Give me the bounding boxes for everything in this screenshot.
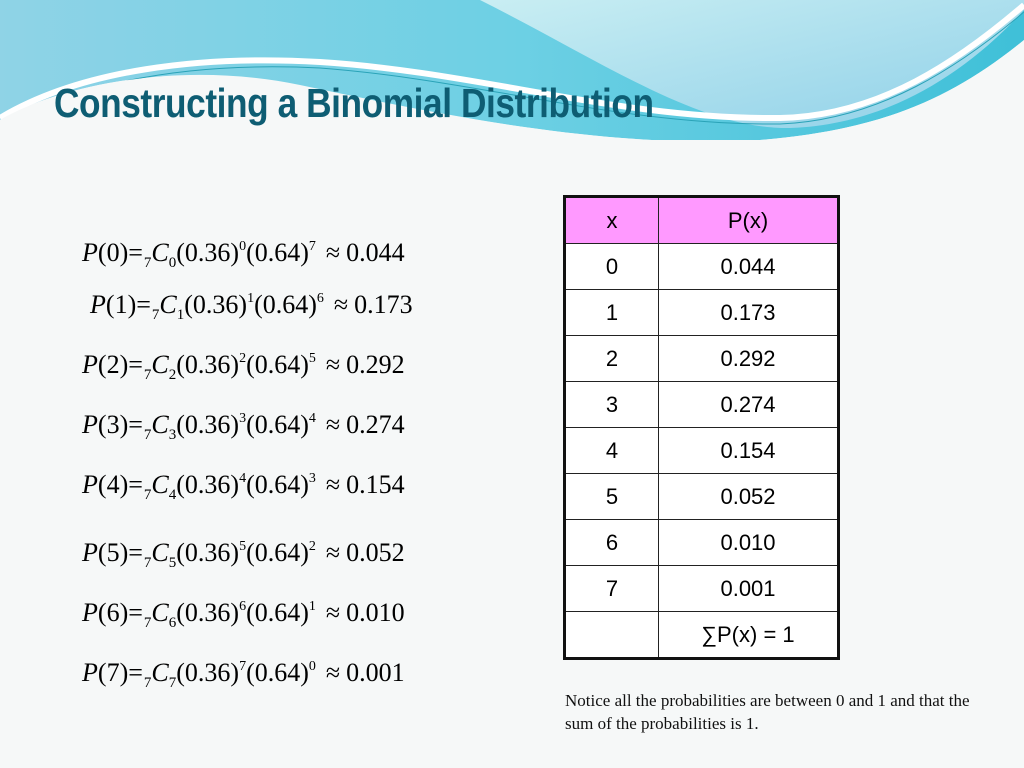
cell-px: 0.052: [658, 473, 839, 520]
cell-x: 3: [564, 381, 659, 428]
formula-p7: P(7)=7C7(0.36)7(0.64)0 ≈0.001: [82, 658, 405, 691]
cell-empty: [564, 611, 659, 659]
cell-px: 0.154: [658, 427, 839, 474]
cell-x: 6: [564, 519, 659, 566]
table-row: 5 0.052: [564, 473, 839, 520]
formula-p5: P(5)=7C5(0.36)5(0.64)2 ≈0.052: [82, 538, 405, 571]
formula-p4: P(4)=7C4(0.36)4(0.64)3 ≈0.154: [82, 470, 405, 503]
table-row: 2 0.292: [564, 335, 839, 382]
header-x: x: [564, 196, 659, 244]
formula-p1: P(1)=7C1(0.36)1(0.64)6 ≈0.173: [90, 290, 413, 323]
table-row: 6 0.010: [564, 519, 839, 566]
table-header-row: x P(x): [564, 196, 839, 244]
header-swoosh-decoration: [0, 0, 1024, 140]
table-row: 0 0.044: [564, 243, 839, 290]
formula-p2: P(2)=7C2(0.36)2(0.64)5 ≈0.292: [82, 350, 405, 383]
cell-x: 2: [564, 335, 659, 382]
formula-p0: P(0)=7C0(0.36)0(0.64)7 ≈0.044: [82, 238, 405, 271]
table-row: 7 0.001: [564, 565, 839, 612]
table-row: 1 0.173: [564, 289, 839, 336]
header-px: P(x): [658, 196, 839, 244]
cell-x: 7: [564, 565, 659, 612]
cell-px: 0.044: [658, 243, 839, 290]
cell-px: 0.001: [658, 565, 839, 612]
cell-px: 0.274: [658, 381, 839, 428]
formula-p6: P(6)=7C6(0.36)6(0.64)1 ≈0.010: [82, 598, 405, 631]
cell-px: 0.010: [658, 519, 839, 566]
note-text: Notice all the probabilities are between…: [565, 691, 970, 733]
cell-x: 0: [564, 243, 659, 290]
distribution-table: x P(x) 0 0.044 1 0.173 2 0.292 3 0.274 4 0.15…: [563, 195, 840, 660]
table-sum-row: ∑P(x) = 1: [564, 611, 839, 659]
table-row: 4 0.154: [564, 427, 839, 474]
slide-title: Constructing a Binomial Distribution: [54, 80, 654, 126]
cell-px: 0.173: [658, 289, 839, 336]
cell-sum: ∑P(x) = 1: [658, 611, 839, 659]
cell-px: 0.292: [658, 335, 839, 382]
table-row: 3 0.274: [564, 381, 839, 428]
cell-x: 4: [564, 427, 659, 474]
cell-x: 5: [564, 473, 659, 520]
formula-p3: P(3)=7C3(0.36)3(0.64)4 ≈0.274: [82, 410, 405, 443]
cell-x: 1: [564, 289, 659, 336]
